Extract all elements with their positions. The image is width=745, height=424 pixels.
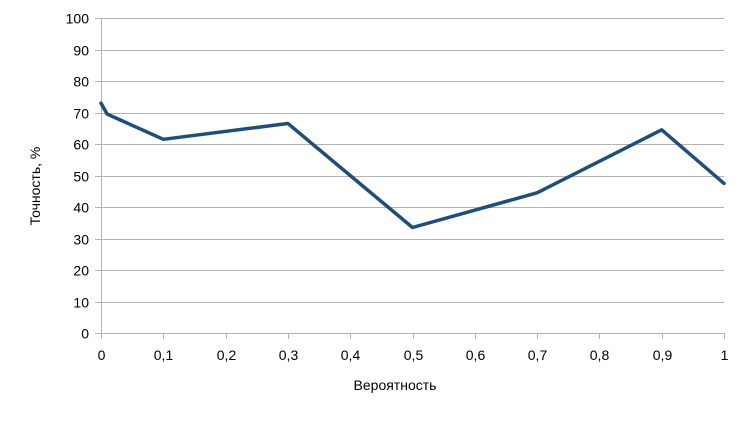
y-axis-label: Точность, % bbox=[27, 147, 43, 226]
y-tick-label: 50 bbox=[73, 169, 89, 185]
x-tick-label: 0,7 bbox=[528, 347, 548, 363]
y-tick-labels: 0 10 20 30 40 50 60 70 80 90 100 bbox=[66, 11, 90, 342]
x-tick-label: 0,1 bbox=[154, 347, 174, 363]
x-tick-label: 1 bbox=[721, 347, 729, 363]
gridlines bbox=[101, 18, 724, 303]
y-tick-label: 0 bbox=[81, 326, 89, 342]
x-tick-label: 0,6 bbox=[466, 347, 486, 363]
y-tick-label: 40 bbox=[73, 200, 89, 216]
x-tick-label: 0,2 bbox=[217, 347, 237, 363]
x-tick-labels: 0 0,1 0,2 0,3 0,4 0,5 0,6 0,7 0,8 0,9 1 bbox=[98, 347, 729, 363]
y-tick-label: 30 bbox=[73, 232, 89, 248]
x-tick-label: 0,3 bbox=[279, 347, 299, 363]
x-tick-label: 0,8 bbox=[590, 347, 610, 363]
y-tick-label: 80 bbox=[73, 74, 89, 90]
y-tick-label: 10 bbox=[73, 295, 89, 311]
x-axis-label: Вероятность bbox=[354, 377, 437, 393]
x-tick-label: 0,4 bbox=[341, 347, 361, 363]
x-tick-label: 0 bbox=[98, 347, 106, 363]
x-tick-label: 0,5 bbox=[404, 347, 424, 363]
y-tick-label: 100 bbox=[66, 11, 90, 27]
y-tick-label: 60 bbox=[73, 137, 89, 153]
y-tick-label: 20 bbox=[73, 263, 89, 279]
y-tick-label: 90 bbox=[73, 43, 89, 59]
series-line-0 bbox=[99, 101, 726, 230]
x-tick-label: 0,9 bbox=[653, 347, 673, 363]
y-tick-label: 70 bbox=[73, 106, 89, 122]
series bbox=[99, 101, 726, 230]
axes bbox=[95, 18, 725, 339]
